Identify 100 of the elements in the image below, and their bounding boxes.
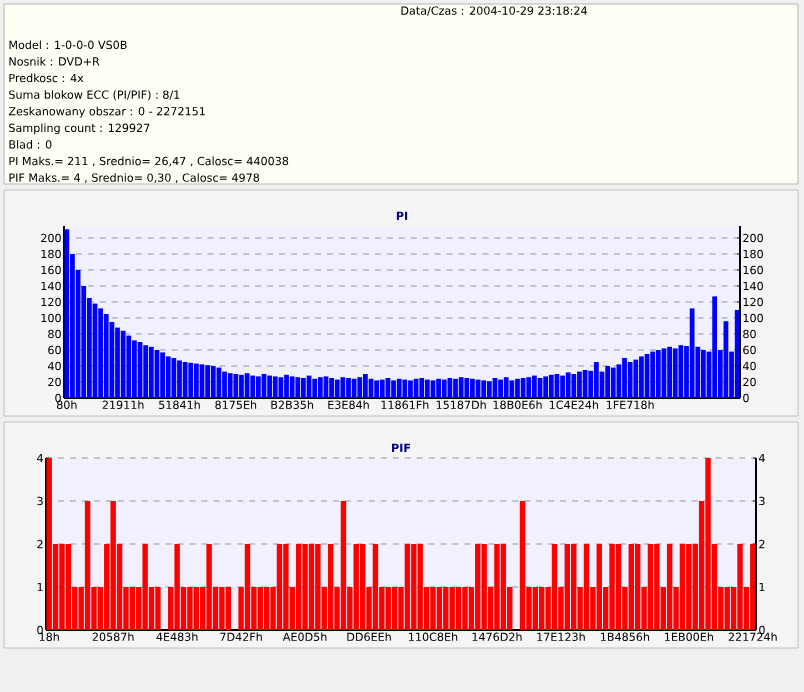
bar [455,587,462,630]
bar [701,349,706,398]
bar [500,544,507,630]
bar [689,308,695,398]
bar [520,377,526,398]
bar [295,377,301,398]
bar [737,544,743,630]
bar [385,587,391,630]
bar [402,379,408,398]
bar [98,308,104,398]
bar [548,374,554,398]
bar [391,380,396,398]
bar [593,361,599,398]
bar [609,544,615,630]
bar [647,544,654,630]
bar [564,544,571,630]
bar [289,376,295,398]
bar [424,379,430,398]
bar [110,501,116,630]
bar [610,367,616,398]
bar [419,377,425,398]
bar [59,544,65,630]
bar [436,378,442,398]
bar [486,381,492,398]
bar [430,587,436,630]
bar [193,363,199,398]
bar [329,377,334,398]
bar [470,378,475,398]
bar [503,377,509,398]
bar [132,340,137,398]
bar [724,587,730,630]
bar [372,544,379,630]
bar [155,587,161,630]
bar [551,544,558,630]
bar [308,544,315,630]
bar [187,587,193,630]
bar [302,544,308,630]
bar [227,373,233,398]
bar [526,377,532,398]
bar [103,313,109,398]
bar [219,587,225,630]
bar [654,544,660,630]
bar [650,351,656,398]
bar [379,379,385,398]
bar [84,501,91,630]
bar [239,374,244,398]
bar [655,349,661,398]
bar [174,544,180,630]
bar [667,346,672,398]
bar [408,380,413,398]
bar [65,544,72,630]
bar [443,587,449,630]
bar [160,352,165,398]
bar [205,365,211,398]
bar [679,544,686,630]
bar [263,587,270,630]
bar [353,544,359,630]
bar [272,376,278,398]
bar [560,375,565,398]
bar [267,375,273,398]
bar [449,587,455,630]
bar [494,544,500,630]
bar [250,375,256,398]
bar [276,544,283,630]
bar [453,378,458,398]
bar [519,501,526,630]
bar [165,356,171,398]
bar [284,374,289,398]
bar [351,378,357,398]
bar [188,362,194,398]
bar [278,377,284,398]
bar [359,544,366,630]
bar [588,370,594,398]
bar [109,321,115,398]
bar [206,544,212,630]
bar [417,544,423,630]
bar [627,361,633,398]
bar [142,544,148,630]
bar [596,544,603,630]
bar [509,380,515,398]
bar [255,376,261,398]
bar [411,544,417,630]
bar [605,365,611,398]
bar [565,372,571,398]
bar [315,544,321,630]
bar [712,296,718,398]
bar [633,359,639,398]
bar [678,345,684,398]
bar [143,345,149,398]
bar [577,371,582,398]
bar [515,378,520,398]
bar [481,544,487,630]
bar [447,377,453,398]
bar [340,377,346,398]
bar [672,348,678,398]
bar [257,587,263,630]
bar [301,377,306,398]
bar [374,380,380,398]
bar [126,335,132,398]
bar [340,501,347,630]
